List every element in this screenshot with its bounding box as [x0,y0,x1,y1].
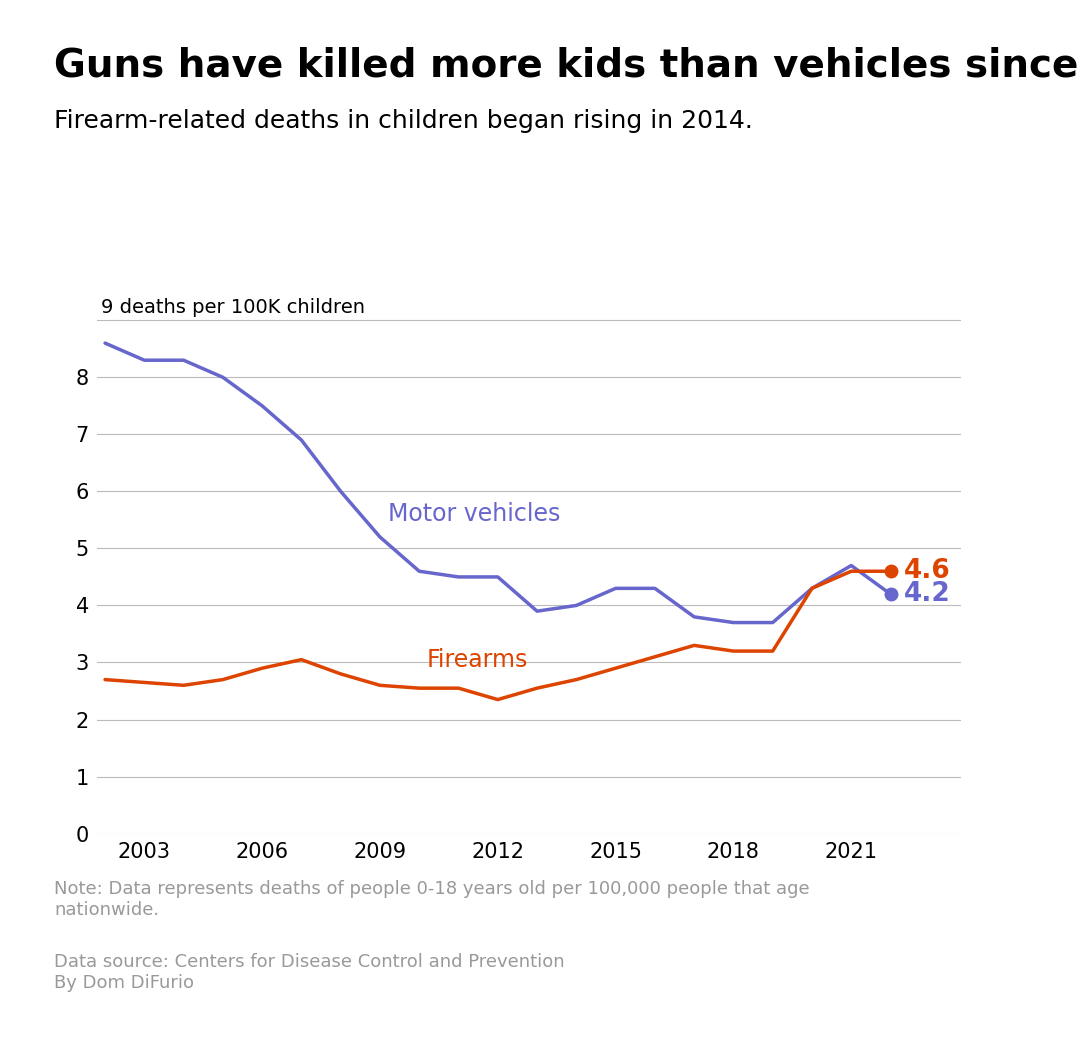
Text: Note: Data represents deaths of people 0-18 years old per 100,000 people that ag: Note: Data represents deaths of people 0… [54,880,810,919]
Text: Firearms: Firearms [427,648,528,672]
Text: Motor vehicles: Motor vehicles [388,502,561,526]
Text: Data source: Centers for Disease Control and Prevention
By Dom DiFurio: Data source: Centers for Disease Control… [54,953,565,992]
Text: 4.6: 4.6 [904,559,951,585]
Text: 4.2: 4.2 [904,581,951,607]
Text: Firearm-related deaths in children began rising in 2014.: Firearm-related deaths in children began… [54,109,753,133]
Text: Guns have killed more kids than vehicles since 2020: Guns have killed more kids than vehicles… [54,47,1080,84]
Text: 9 deaths per 100K children: 9 deaths per 100K children [102,298,365,318]
